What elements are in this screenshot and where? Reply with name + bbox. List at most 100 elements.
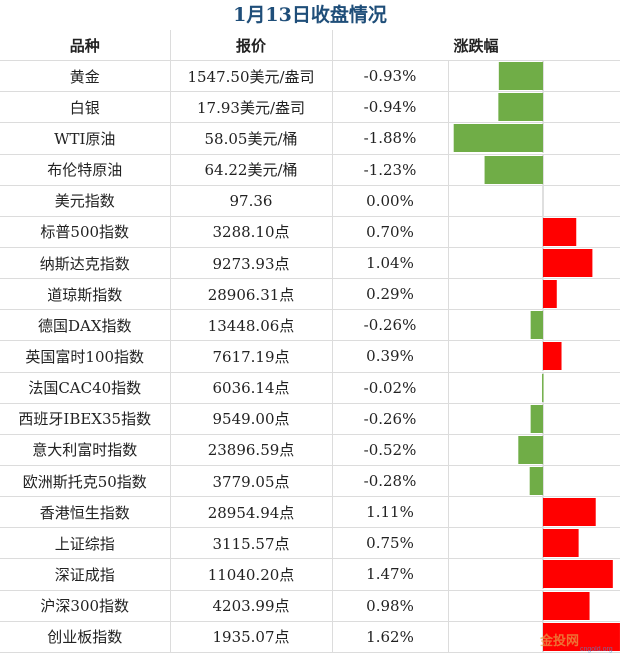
row-change: -0.02% xyxy=(332,372,449,404)
bar-cell xyxy=(448,496,620,529)
row-price: 4203.99点 xyxy=(170,590,333,622)
bar-cell xyxy=(448,403,620,435)
row-name: 香港恒生指数 xyxy=(0,496,171,529)
table-header-row: 品种 报价 涨跌幅 xyxy=(0,30,620,62)
row-change: -1.88% xyxy=(332,122,449,155)
header-change: 涨跌幅 xyxy=(332,30,620,62)
bar-svg xyxy=(542,621,620,652)
row-name: WTI原油 xyxy=(0,122,171,155)
row-change: 0.29% xyxy=(332,278,449,311)
bar-cell xyxy=(448,434,620,466)
bar-mark xyxy=(530,311,543,340)
bar-svg xyxy=(542,528,579,558)
row-change: -0.26% xyxy=(332,403,449,435)
bar-mark xyxy=(542,498,596,527)
table-row: 意大利富时指数 23896.59点 -0.52% xyxy=(0,434,620,466)
row-price: 9273.93点 xyxy=(170,247,333,280)
svg-text:cngold.org: cngold.org xyxy=(580,646,613,653)
svg-text:金投网: 金投网 xyxy=(539,633,579,648)
row-price: 3779.05点 xyxy=(170,465,333,498)
bar-mark xyxy=(453,124,543,153)
bar-svg xyxy=(484,154,543,185)
row-change: 1.04% xyxy=(332,247,449,280)
quotes-table: 品种 报价 涨跌幅 黄金 1547.50美元/盎司 -0.93% 白银 17.93美元/… xyxy=(0,30,620,653)
table-row: 白银 17.93美元/盎司 -0.94% xyxy=(0,91,620,124)
row-name: 西班牙IBEX35指数 xyxy=(0,403,171,435)
bar-svg xyxy=(542,216,576,247)
row-price: 28906.31点 xyxy=(170,278,333,311)
table-row: 美元指数 97.36 0.00% xyxy=(0,185,620,217)
bar-cell xyxy=(448,621,620,653)
row-name: 沪深300指数 xyxy=(0,590,171,622)
bar-svg xyxy=(453,123,543,154)
chart-title: 1月13日收盘情况 xyxy=(233,4,387,26)
bar-mark xyxy=(542,591,590,620)
row-change: 1.47% xyxy=(332,558,449,591)
bar-cell xyxy=(448,247,620,280)
row-price: 97.36 xyxy=(170,185,333,217)
table-row: 黄金 1547.50美元/盎司 -0.93% xyxy=(0,60,620,93)
row-price: 58.05美元/桶 xyxy=(170,122,333,155)
bar-cell xyxy=(448,185,620,217)
row-price: 23896.59点 xyxy=(170,434,333,466)
row-change: 0.98% xyxy=(332,590,449,622)
bar-cell xyxy=(448,372,620,404)
bar-mark xyxy=(517,435,543,464)
bar-cell xyxy=(448,154,620,186)
row-price: 3115.57点 xyxy=(170,527,333,560)
row-price: 64.22美元/桶 xyxy=(170,154,333,186)
table-row: 欧洲斯托克50指数 3779.05点 -0.28% xyxy=(0,465,620,498)
bar-cell xyxy=(448,60,620,93)
bar-svg xyxy=(542,279,557,309)
row-price: 13448.06点 xyxy=(170,309,333,342)
table-body: 黄金 1547.50美元/盎司 -0.93% 白银 17.93美元/盎司 -0.94% WT… xyxy=(0,60,620,653)
table-row: 德国DAX指数 13448.06点 -0.26% xyxy=(0,309,620,342)
row-name: 德国DAX指数 xyxy=(0,309,171,342)
row-price: 9549.00点 xyxy=(170,403,333,435)
bar-svg xyxy=(542,185,543,216)
bar-svg xyxy=(530,403,543,434)
row-name: 英国富时100指数 xyxy=(0,340,171,373)
table-row: WTI原油 58.05美元/桶 -1.88% xyxy=(0,122,620,155)
bar-mark xyxy=(530,404,543,433)
watermark-logo: 金投网 cngold.org xyxy=(539,633,613,653)
row-name: 上证综指 xyxy=(0,527,171,560)
bar-mark xyxy=(542,280,557,309)
row-change: 0.00% xyxy=(332,185,449,217)
header-name: 品种 xyxy=(0,30,171,62)
row-change: -0.94% xyxy=(332,91,449,124)
table-row: 英国富时100指数 7617.19点 0.39% xyxy=(0,340,620,373)
table-row: 布伦特原油 64.22美元/桶 -1.23% xyxy=(0,154,620,186)
bar-mark xyxy=(542,217,576,246)
row-change: -1.23% xyxy=(332,154,449,186)
table-row: 香港恒生指数 28954.94点 1.11% xyxy=(0,496,620,529)
bar-svg xyxy=(541,372,544,403)
bar-cell xyxy=(448,465,620,498)
table-row: 上证综指 3115.57点 0.75% xyxy=(0,527,620,560)
bar-svg xyxy=(530,310,543,340)
bar-mark xyxy=(542,529,579,558)
bar-mark xyxy=(542,342,562,371)
row-name: 美元指数 xyxy=(0,185,171,217)
bar-svg xyxy=(542,497,596,527)
table-row: 深证成指 11040.20点 1.47% xyxy=(0,558,620,591)
bar-mark xyxy=(542,560,613,589)
bar-svg xyxy=(542,590,590,621)
row-name: 意大利富时指数 xyxy=(0,434,171,466)
row-price: 11040.20点 xyxy=(170,558,333,591)
bar-svg xyxy=(498,61,543,91)
bar-svg xyxy=(517,434,543,465)
row-name: 标普500指数 xyxy=(0,216,171,248)
row-name: 白银 xyxy=(0,91,171,124)
row-name: 深证成指 xyxy=(0,558,171,591)
table-row: 纳斯达克指数 9273.93点 1.04% xyxy=(0,247,620,280)
row-price: 28954.94点 xyxy=(170,496,333,529)
table-row: 沪深300指数 4203.99点 0.98% xyxy=(0,590,620,622)
table-row: 道琼斯指数 28906.31点 0.29% xyxy=(0,278,620,311)
table-row: 西班牙IBEX35指数 9549.00点 -0.26% xyxy=(0,403,620,435)
bar-mark xyxy=(498,62,543,91)
row-name: 道琼斯指数 xyxy=(0,278,171,311)
row-name: 纳斯达克指数 xyxy=(0,247,171,280)
bar-svg xyxy=(542,559,613,590)
